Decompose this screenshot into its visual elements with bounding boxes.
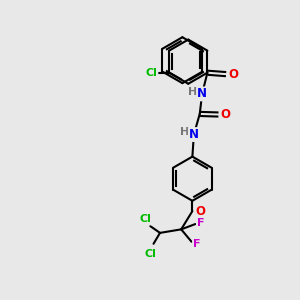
Text: H: H <box>180 127 189 137</box>
Text: O: O <box>220 108 230 121</box>
Text: F: F <box>193 239 201 249</box>
Text: Cl: Cl <box>145 249 157 259</box>
Text: F: F <box>197 218 204 228</box>
Text: N: N <box>197 87 207 101</box>
Text: Cl: Cl <box>140 214 152 224</box>
Text: Cl: Cl <box>146 68 158 78</box>
Text: N: N <box>189 128 199 141</box>
Text: O: O <box>228 68 238 81</box>
Text: O: O <box>196 205 206 218</box>
Text: H: H <box>188 87 197 97</box>
